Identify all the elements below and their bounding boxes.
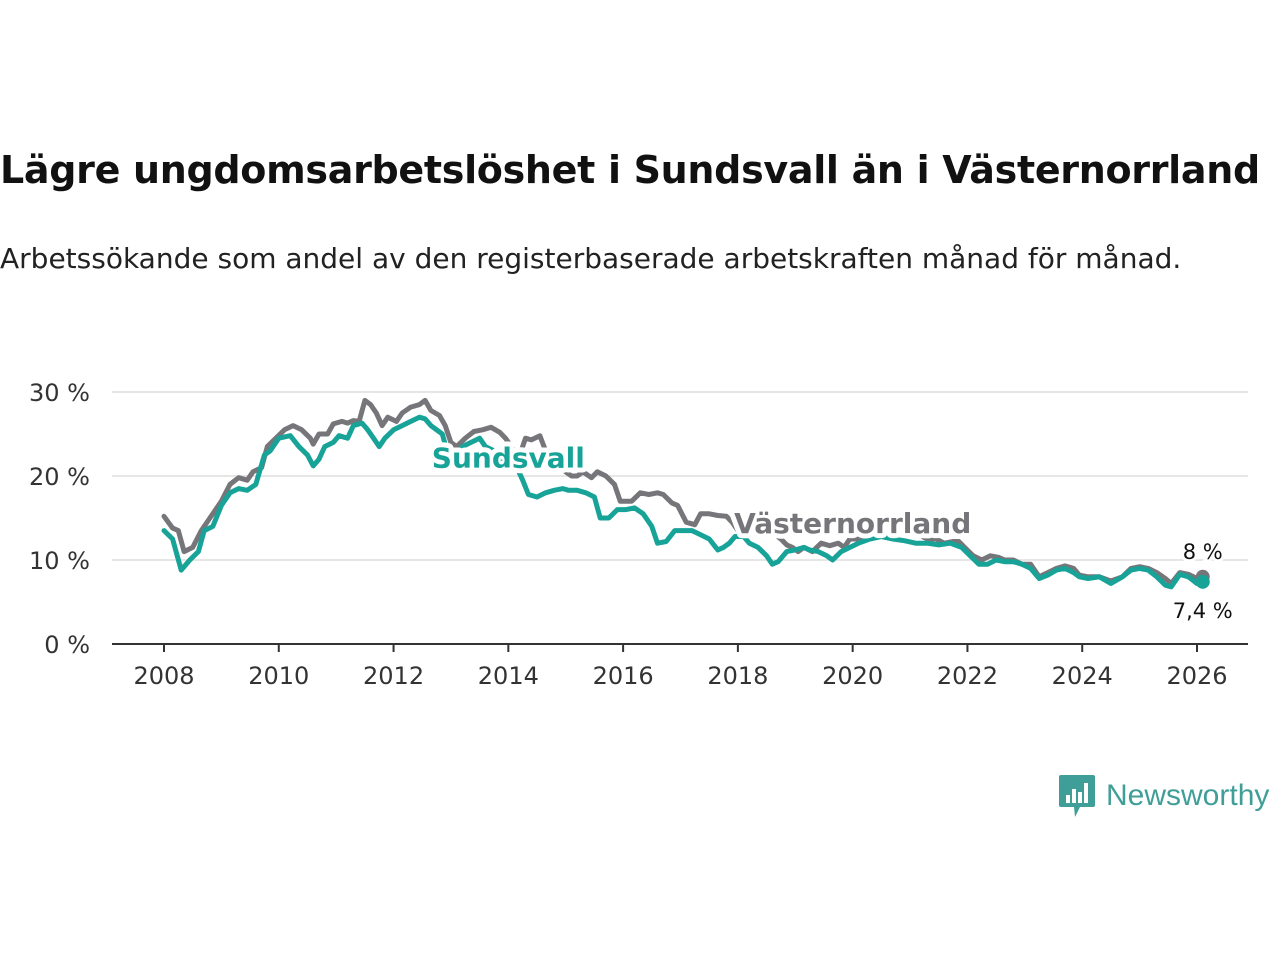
axes: 0 % 10 % 20 % 30 % 2008 2010 2012 2014 2016 2018 2… bbox=[29, 379, 1248, 690]
series-line-sundsvall bbox=[161, 414, 1206, 590]
brand-name: Newsworthy bbox=[1106, 779, 1270, 812]
x-tick-label: 2016 bbox=[593, 662, 654, 690]
x-tick-label: 2012 bbox=[363, 662, 424, 690]
x-tick-label: 2024 bbox=[1052, 662, 1113, 690]
x-tick-label: 2014 bbox=[478, 662, 539, 690]
chart-title: Lägre ungdomsarbetslöshet i Sundsvall än… bbox=[0, 148, 1260, 192]
chart-subtitle: Arbetssökande som andel av den registerb… bbox=[0, 242, 1182, 275]
series-line-västernorrland bbox=[161, 397, 1206, 586]
y-tick-label: 10 % bbox=[29, 547, 90, 575]
x-tick-label: 2020 bbox=[822, 662, 883, 690]
series-lines bbox=[161, 397, 1210, 590]
gridlines bbox=[112, 391, 1248, 561]
series-labels: Västernorrland Sundsvall 8 % 7,4 % bbox=[427, 437, 1236, 626]
end-label-västernorrland: 8 % bbox=[1183, 540, 1223, 564]
y-tick-label: 0 % bbox=[44, 631, 90, 659]
x-tick-label: 2008 bbox=[133, 662, 194, 690]
newsworthy-logo-icon bbox=[1059, 775, 1095, 817]
y-tick-label: 30 % bbox=[29, 379, 90, 407]
x-tick-label: 2010 bbox=[248, 662, 309, 690]
x-tick-label: 2026 bbox=[1166, 662, 1227, 690]
end-point-sundsvall bbox=[1195, 574, 1210, 589]
y-tick-label: 20 % bbox=[29, 463, 90, 491]
end-label-sundsvall: 7,4 % bbox=[1173, 599, 1233, 623]
series-label-sundsvall: Sundsvall bbox=[432, 442, 585, 475]
series-label-västernorrland: Västernorrland bbox=[734, 507, 971, 540]
newsworthy-brand[interactable]: Newsworthy bbox=[1058, 772, 1280, 820]
x-tick-label: 2018 bbox=[707, 662, 768, 690]
line-chart: 0 % 10 % 20 % 30 % 2008 2010 2012 2014 2016 2018 2… bbox=[29, 379, 1248, 690]
x-tick-label: 2022 bbox=[937, 662, 998, 690]
